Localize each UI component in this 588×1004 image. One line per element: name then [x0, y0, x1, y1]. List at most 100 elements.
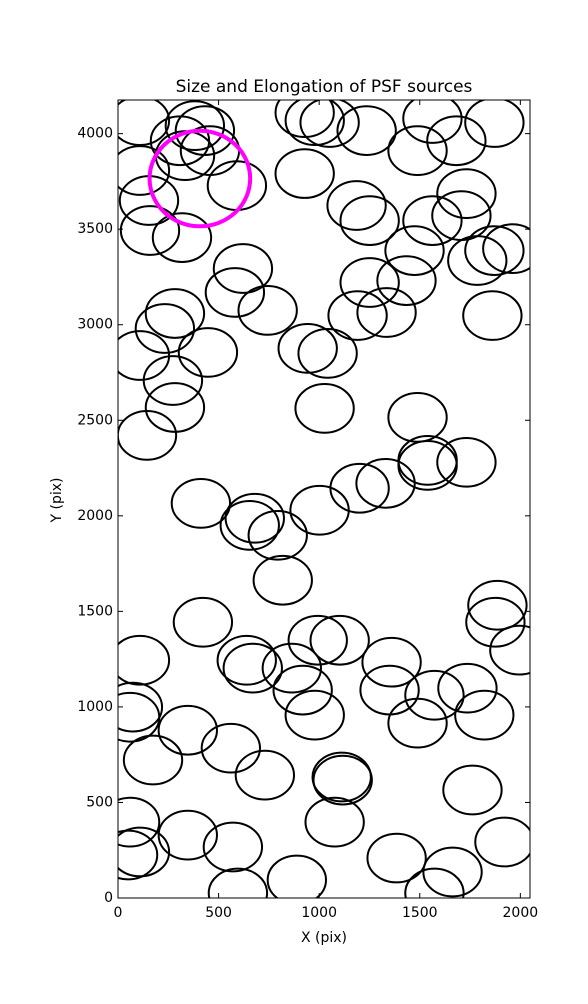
- psf-ellipse: [376, 255, 437, 306]
- psf-ellipse: [144, 288, 206, 339]
- psf-ellipse: [467, 579, 528, 631]
- psf-ellipse: [118, 691, 161, 743]
- psf-ellipse: [177, 327, 239, 378]
- psf-ellipse: [366, 832, 427, 884]
- psf-ellipse: [309, 614, 370, 666]
- psf-ellipse: [118, 410, 178, 461]
- x-tick-label: 2000: [503, 905, 539, 921]
- psf-ellipse: [237, 285, 298, 336]
- psf-ellipse: [311, 751, 372, 803]
- psf-ellipse: [454, 689, 515, 741]
- y-tick-label: 2500: [77, 412, 113, 428]
- psf-ellipse: [151, 212, 213, 263]
- psf-ellipse: [147, 128, 253, 229]
- psf-ellipse: [200, 722, 262, 774]
- psf-ellipse: [118, 826, 171, 878]
- psf-ellipse: [299, 100, 360, 148]
- y-tick-label: 2000: [77, 508, 113, 524]
- psf-ellipse: [118, 829, 159, 881]
- psf-ellipse: [426, 115, 487, 167]
- y-axis-label: Y (pix): [49, 478, 65, 524]
- psf-ellipse: [387, 697, 448, 749]
- x-tick-label: 1000: [301, 905, 337, 921]
- psf-ellipse: [274, 148, 335, 199]
- psf-ellipse: [261, 642, 322, 694]
- psf-ellipse: [464, 100, 525, 148]
- psf-ellipse: [442, 764, 503, 816]
- psf-ellipse: [462, 290, 523, 341]
- psf-ellipse: [339, 195, 400, 246]
- psf-ellipse: [207, 867, 269, 898]
- psf-ellipse: [436, 168, 497, 219]
- psf-ellipse: [142, 355, 204, 406]
- x-tick-label: 500: [205, 905, 232, 921]
- psf-ellipse: [119, 205, 181, 256]
- psf-ellipse: [387, 125, 448, 177]
- psf-ellipse: [464, 225, 525, 276]
- psf-ellipse: [157, 704, 218, 756]
- psf-ellipse: [172, 596, 234, 648]
- psf-ellipse: [149, 115, 211, 167]
- psf-ellipse: [216, 634, 277, 686]
- psf-ellipse: [204, 267, 266, 318]
- psf-ellipse: [224, 492, 285, 544]
- psf-ellipse: [294, 383, 355, 434]
- y-tick-label: 1500: [77, 603, 113, 619]
- psf-ellipse: [118, 145, 171, 196]
- plot-area: [118, 100, 530, 898]
- psf-ellipse: [437, 662, 498, 714]
- y-tick-label: 3500: [77, 221, 113, 237]
- psf-ellipse: [174, 105, 236, 156]
- y-tick-label: 0: [104, 890, 113, 906]
- psf-ellipse: [404, 669, 465, 721]
- psf-ellipse: [157, 809, 218, 861]
- psf-ellipse: [387, 392, 448, 443]
- psf-ellipse: [284, 100, 345, 146]
- psf-ellipse: [118, 634, 171, 686]
- psf-ellipse: [447, 235, 508, 286]
- psf-ellipse: [144, 382, 206, 433]
- psf-ellipse: [247, 509, 308, 561]
- psf-ellipse: [122, 734, 184, 786]
- psf-ellipse: [489, 624, 530, 676]
- x-tick-label: 1500: [402, 905, 438, 921]
- psf-ellipse: [304, 796, 365, 848]
- psf-ellipse: [402, 195, 463, 246]
- psf-ellipse: [436, 436, 497, 488]
- psf-ellipse: [312, 754, 373, 806]
- y-tick-label: 4000: [77, 126, 113, 142]
- psf-ellipse: [274, 100, 335, 138]
- psf-ellipse: [202, 821, 264, 873]
- psf-ellipse: [361, 636, 422, 688]
- psf-ellipse: [287, 614, 348, 666]
- psf-ellipse: [297, 328, 358, 379]
- psf-ellipse: [355, 457, 416, 509]
- y-tick-label: 1000: [77, 699, 113, 715]
- psf-ellipse: [384, 225, 445, 276]
- psf-ellipse: [222, 642, 283, 694]
- psf-ellipse: [402, 100, 463, 144]
- psf-ellipse: [404, 867, 465, 898]
- psf-ellipse: [284, 689, 345, 741]
- psf-ellipse: [170, 478, 232, 529]
- psf-ellipse: [474, 816, 530, 868]
- psf-ellipse: [327, 290, 388, 341]
- x-axis-label: X (pix): [301, 930, 347, 946]
- psf-ellipse: [118, 681, 164, 733]
- psf-ellipse: [134, 303, 196, 354]
- psf-ellipse: [118, 330, 171, 381]
- y-tick-label: 3000: [77, 317, 113, 333]
- psf-ellipse: [219, 500, 280, 551]
- psf-ellipse: [339, 257, 400, 308]
- psf-ellipse: [482, 223, 530, 275]
- psf-ellipse: [206, 160, 268, 211]
- psf-ellipse: [164, 100, 226, 151]
- psf-ellipse: [397, 440, 458, 491]
- psf-ellipse: [118, 796, 161, 848]
- axes-frame: [117, 99, 531, 899]
- x-tick-label: 0: [114, 905, 123, 921]
- psf-ellipse: [336, 105, 397, 156]
- psf-ellipse: [212, 243, 274, 294]
- psf-ellipse: [289, 484, 350, 536]
